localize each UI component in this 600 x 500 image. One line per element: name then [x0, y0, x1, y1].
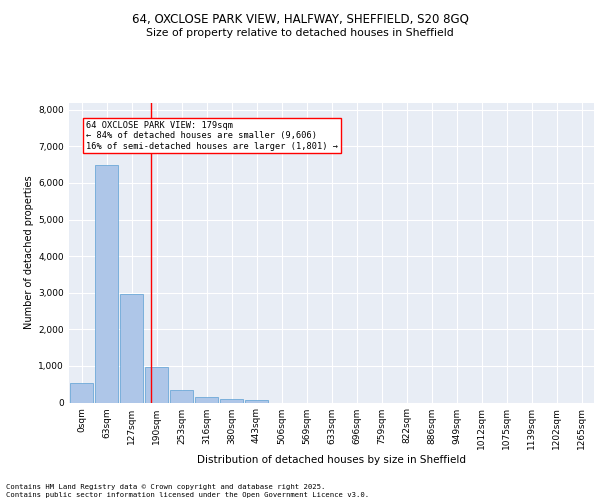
Text: 64, OXCLOSE PARK VIEW, HALFWAY, SHEFFIELD, S20 8GQ: 64, OXCLOSE PARK VIEW, HALFWAY, SHEFFIEL…	[131, 12, 469, 26]
Bar	[245, 400, 268, 402]
Bar	[119, 294, 143, 403]
Bar	[145, 368, 169, 402]
Bar	[70, 383, 94, 402]
Text: Size of property relative to detached houses in Sheffield: Size of property relative to detached ho…	[146, 28, 454, 38]
Bar	[194, 397, 218, 402]
Text: 64 OXCLOSE PARK VIEW: 179sqm
← 84% of detached houses are smaller (9,606)
16% of: 64 OXCLOSE PARK VIEW: 179sqm ← 84% of de…	[86, 121, 338, 150]
Text: Contains HM Land Registry data © Crown copyright and database right 2025.
Contai: Contains HM Land Registry data © Crown c…	[6, 484, 369, 498]
Bar	[170, 390, 193, 402]
Y-axis label: Number of detached properties: Number of detached properties	[24, 176, 34, 330]
Bar	[220, 399, 244, 402]
X-axis label: Distribution of detached houses by size in Sheffield: Distribution of detached houses by size …	[197, 455, 466, 465]
Bar	[95, 166, 118, 402]
